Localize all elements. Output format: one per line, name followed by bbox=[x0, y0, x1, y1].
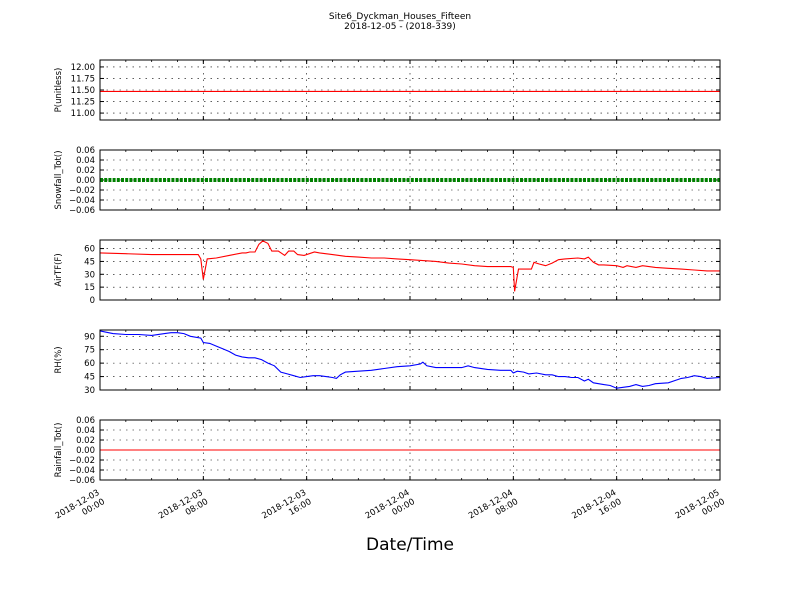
panel-snowfall-tot: −0.06−0.04−0.020.000.020.040.06 Snowfall_… bbox=[54, 146, 721, 216]
series-line-rh bbox=[99, 330, 721, 389]
y-tick-label: 0.00 bbox=[76, 176, 95, 186]
figure-subtitle: 2018-12-05 - (2018-339) bbox=[344, 22, 456, 32]
x-tick-label: 2018-12-0316:00 bbox=[260, 488, 313, 530]
y-tick-label: −0.02 bbox=[69, 186, 95, 196]
y-axis-label: Snowfall_Tot() bbox=[54, 150, 64, 209]
y-tick-label: −0.06 bbox=[69, 476, 95, 486]
y-axis-label: AirTF(F) bbox=[54, 253, 64, 286]
y-tick-label: 0.02 bbox=[76, 436, 95, 446]
axes-frame bbox=[99, 329, 721, 391]
y-tick-label: −0.04 bbox=[69, 466, 95, 476]
y-tick-label: 60 bbox=[84, 359, 95, 369]
y-tick-label: 45 bbox=[84, 373, 95, 383]
x-tick-labels: 2018-12-0300:00 2018-12-0308:00 2018-12-03… bbox=[54, 488, 727, 530]
y-axis-label: Rainfall_Tot() bbox=[54, 423, 64, 478]
x-tick-label: 2018-12-0308:00 bbox=[157, 488, 210, 530]
y-tick-label: 11.00 bbox=[71, 109, 95, 119]
y-tick-label: 30 bbox=[84, 270, 95, 280]
panel-rh: 30 45 60 75 90 RH(%) bbox=[54, 329, 721, 396]
y-tick-label: 12.00 bbox=[71, 63, 95, 73]
axes-frame bbox=[99, 59, 721, 121]
y-tick-label: 30 bbox=[84, 386, 95, 396]
axes-frame bbox=[99, 149, 721, 211]
panel-rainfall-tot: −0.06−0.04−0.020.000.020.040.06 Rainfall_… bbox=[54, 416, 721, 486]
axes-frame bbox=[99, 419, 721, 481]
y-axis-label: RH(%) bbox=[54, 346, 64, 373]
y-tick-label: 0.04 bbox=[76, 426, 95, 436]
y-tick-label: 0.06 bbox=[76, 416, 95, 426]
panel-airtf-f: 0 15 30 45 60 AirTF(F) bbox=[54, 239, 721, 306]
y-tick-label: 60 bbox=[84, 245, 95, 255]
x-tick-label: 2018-12-0500:00 bbox=[674, 488, 727, 530]
y-tick-label: 45 bbox=[84, 257, 95, 267]
y-tick-label: −0.02 bbox=[69, 456, 95, 466]
y-tick-label: 75 bbox=[84, 346, 95, 356]
y-tick-label: 15 bbox=[84, 283, 95, 293]
series-line-airtf-f bbox=[99, 240, 720, 292]
y-tick-label: −0.04 bbox=[69, 196, 95, 206]
y-tick-label: 11.25 bbox=[71, 98, 95, 108]
axes-frame bbox=[99, 239, 721, 301]
y-tick-label: 0.04 bbox=[76, 156, 95, 166]
x-tick-label: 2018-12-0300:00 bbox=[54, 488, 107, 530]
y-tick-label: 90 bbox=[84, 332, 95, 342]
y-tick-label: 0.02 bbox=[76, 166, 95, 176]
y-tick-label: 0.06 bbox=[76, 146, 95, 156]
x-tick-label: 2018-12-0400:00 bbox=[364, 488, 417, 530]
y-tick-label: 0 bbox=[90, 296, 95, 306]
figure-title: Site6_Dyckman_Houses_Fifteen bbox=[329, 12, 471, 22]
x-tick-label: 2018-12-0416:00 bbox=[570, 488, 623, 530]
x-axis-label: Date/Time bbox=[366, 535, 454, 555]
y-tick-label: 11.50 bbox=[71, 86, 95, 96]
y-axis-label: P(unitless) bbox=[54, 68, 64, 113]
x-tick-label: 2018-12-0408:00 bbox=[467, 488, 520, 530]
y-tick-label: 11.75 bbox=[71, 74, 95, 84]
y-tick-label: −0.06 bbox=[69, 206, 95, 216]
y-tick-label: 0.00 bbox=[76, 446, 95, 456]
